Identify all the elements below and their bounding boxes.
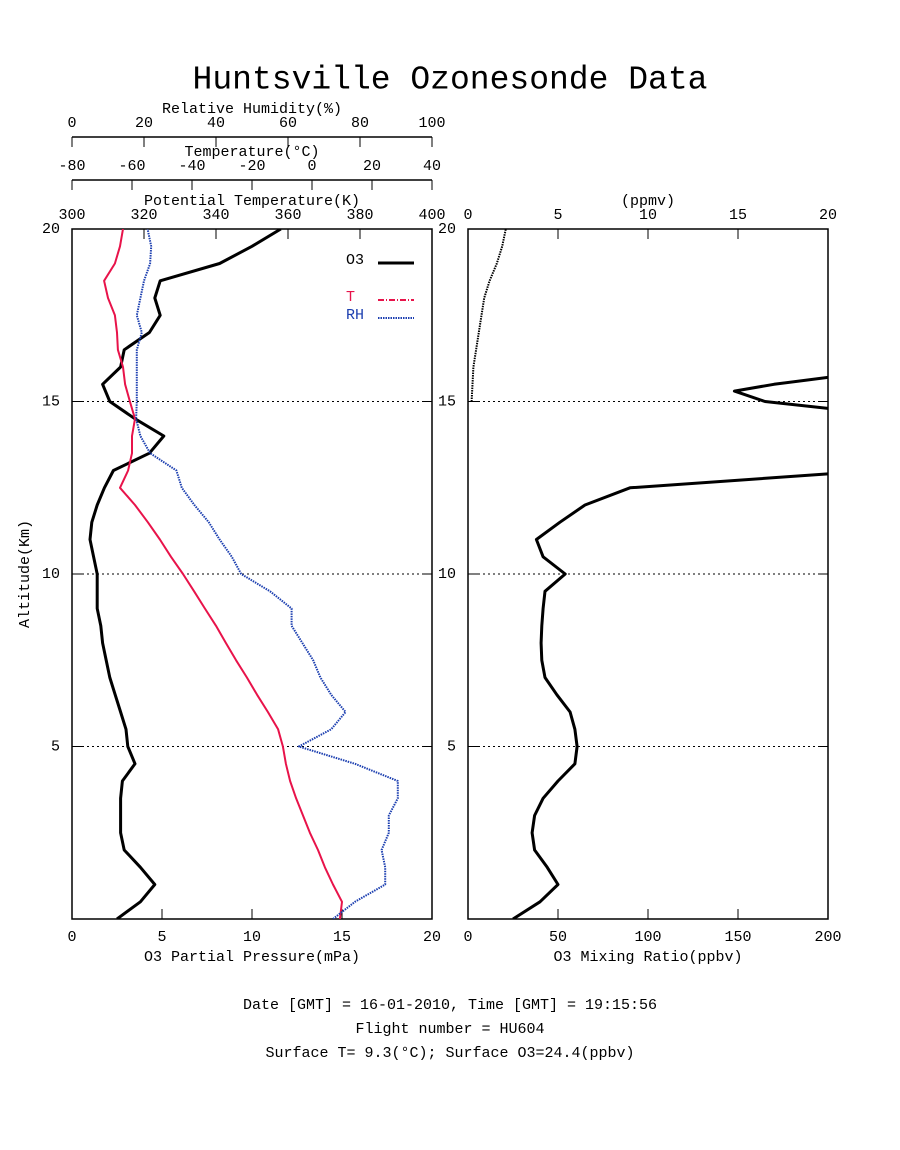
top-tick-label: 5 (553, 207, 562, 224)
x-tick-label: 0 (67, 929, 76, 946)
y-tick-label: 15 (42, 393, 60, 410)
top-tick-label: 20 (819, 207, 837, 224)
top-tick-label: 20 (363, 158, 381, 175)
note: Date [GMT] = 16-01-2010, Time [GMT] = 19… (243, 997, 657, 1014)
series-line (103, 229, 343, 919)
top-tick-label: 80 (351, 115, 369, 132)
x-tick-label: 0 (463, 929, 472, 946)
legend-label: RH (346, 307, 364, 324)
top-tick-label: 40 (207, 115, 225, 132)
page-title: Huntsville Ozonesonde Data (193, 62, 708, 99)
x-tick-label: 15 (333, 929, 351, 946)
x-tick-label: 100 (634, 929, 661, 946)
y-tick-label: 10 (438, 566, 456, 583)
top-tick-label: 60 (279, 115, 297, 132)
top-tick-label: 0 (307, 158, 316, 175)
top-tick-label: 0 (67, 115, 76, 132)
legend-label: O3 (346, 252, 364, 269)
top-tick-label: 360 (274, 207, 301, 224)
x-tick-label: 50 (549, 929, 567, 946)
top-tick-label: -80 (58, 158, 85, 175)
y-axis-label: Altitude(Km) (17, 520, 34, 628)
top-tick-label: -40 (178, 158, 205, 175)
note: Flight number = HU604 (355, 1021, 544, 1038)
top-tick-label: -60 (118, 158, 145, 175)
x-tick-label: 200 (814, 929, 841, 946)
top-tick-label: 400 (418, 207, 445, 224)
top-axis-label: (ppmv) (621, 193, 675, 210)
legend-label: T (346, 289, 355, 306)
x-tick-label: 20 (423, 929, 441, 946)
top-axis-label: Relative Humidity(%) (162, 101, 342, 118)
top-tick-label: 300 (58, 207, 85, 224)
top-tick-label: 340 (202, 207, 229, 224)
top-tick-label: 320 (130, 207, 157, 224)
top-tick-label: 10 (639, 207, 657, 224)
y-tick-label: 20 (438, 221, 456, 238)
x-tick-label: 10 (243, 929, 261, 946)
top-tick-label: 380 (346, 207, 373, 224)
y-tick-label: 20 (42, 221, 60, 238)
series-line (512, 375, 828, 919)
x-tick-label: 150 (724, 929, 751, 946)
top-tick-label: -20 (238, 158, 265, 175)
y-tick-label: 5 (447, 738, 456, 755)
series-line (470, 229, 507, 402)
top-tick-label: 15 (729, 207, 747, 224)
x-tick-label: 5 (157, 929, 166, 946)
series-line (135, 229, 399, 919)
series-line (88, 229, 282, 919)
top-tick-label: 40 (423, 158, 441, 175)
top-tick-label: 100 (418, 115, 445, 132)
top-axis-label: Potential Temperature(K) (144, 193, 360, 210)
top-axis-label: Temperature(°C) (184, 144, 319, 161)
top-tick-label: 20 (135, 115, 153, 132)
x-axis-label: O3 Mixing Ratio(ppbv) (553, 949, 742, 966)
note: Surface T= 9.3(°C); Surface O3=24.4(ppbv… (265, 1045, 634, 1062)
y-tick-label: 5 (51, 738, 60, 755)
top-tick-label: 0 (463, 207, 472, 224)
y-tick-label: 15 (438, 393, 456, 410)
y-tick-label: 10 (42, 566, 60, 583)
x-axis-label: O3 Partial Pressure(mPa) (144, 949, 360, 966)
